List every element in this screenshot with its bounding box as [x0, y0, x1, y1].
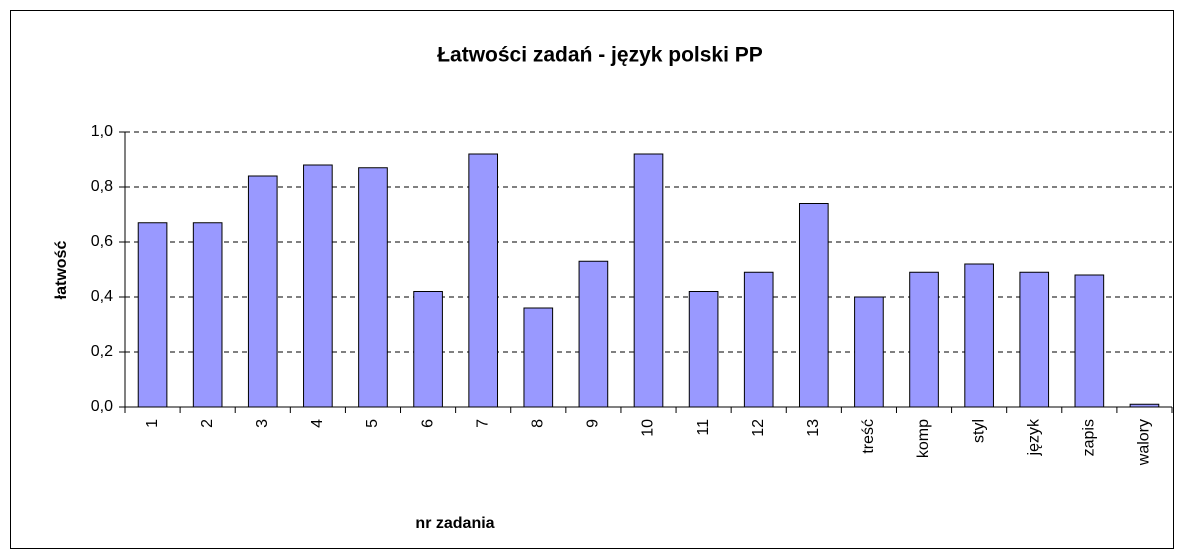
bar: [688, 291, 719, 408]
chart-title: Łatwości zadań - język polski PP: [437, 44, 763, 67]
bar: [964, 263, 994, 408]
x-tick-label: 13: [805, 419, 822, 437]
bar: [523, 307, 554, 408]
x-tick-label: 9: [585, 419, 602, 428]
y-tick-label: 0,6: [91, 233, 113, 250]
bar: [909, 271, 939, 408]
x-tick-label: styl: [970, 419, 987, 443]
x-tick-label: 6: [419, 419, 436, 428]
bar: [1074, 274, 1105, 408]
bar: [358, 167, 388, 408]
bar: [578, 260, 609, 408]
x-tick-label: 5: [364, 419, 381, 428]
x-tick-label: treść: [860, 419, 877, 454]
x-tick-label: 4: [309, 419, 326, 428]
x-tick-label: język: [1025, 418, 1042, 456]
bar: [192, 222, 223, 408]
bar: [137, 222, 168, 408]
x-tick-label: 1: [144, 419, 161, 428]
x-tick-label: zapis: [1081, 419, 1098, 456]
bar: [633, 153, 664, 408]
bar: [468, 153, 499, 408]
y-axis-label: łatwość: [53, 241, 70, 300]
bar: [798, 203, 829, 408]
y-tick-label: 0,0: [91, 398, 113, 415]
bar: [413, 291, 443, 408]
bar: [247, 175, 278, 408]
y-tick-label: 1,0: [91, 123, 113, 140]
x-tick-label: 11: [695, 419, 712, 436]
bar: [743, 271, 774, 408]
y-tick-label: 0,4: [91, 288, 113, 305]
x-tick-label: komp: [915, 419, 932, 458]
x-tick-label: 3: [254, 419, 271, 428]
x-axis-label: nr zadania: [415, 515, 494, 532]
y-tick-label: 0,2: [91, 343, 113, 360]
x-tick-label: 2: [199, 419, 216, 428]
bar: [303, 164, 333, 408]
x-tick-label: 10: [640, 419, 657, 437]
bar: [854, 296, 884, 408]
x-tick-label: 8: [530, 419, 547, 428]
x-tick-label: 7: [474, 419, 491, 428]
bar: [1019, 271, 1050, 408]
y-tick-label: 0,8: [91, 178, 113, 195]
x-tick-label: 12: [750, 419, 767, 437]
x-tick-label: walory: [1136, 419, 1153, 466]
